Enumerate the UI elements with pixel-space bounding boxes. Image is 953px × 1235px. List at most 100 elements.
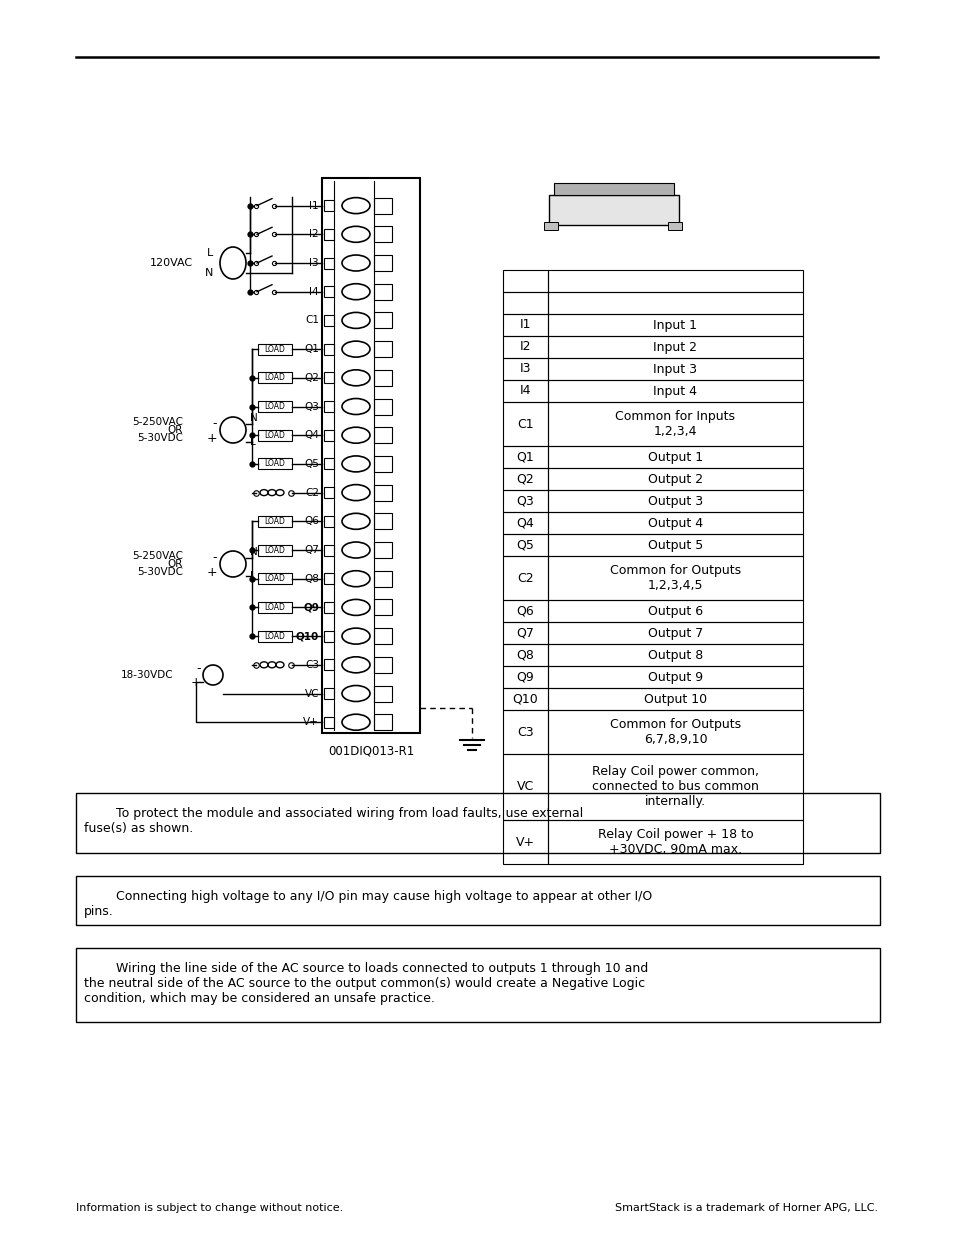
Bar [547,534,802,556]
Bar [502,513,547,534]
Text: Q6: Q6 [517,604,534,618]
Bar [374,714,392,730]
Text: Input 2: Input 2 [653,341,697,353]
Ellipse shape [341,341,370,357]
Bar [324,401,334,412]
Bar [374,284,392,300]
Bar [76,948,879,1023]
Bar [324,200,334,211]
Text: LOAD: LOAD [264,459,285,468]
Ellipse shape [341,399,370,415]
Bar [324,631,334,642]
Ellipse shape [341,456,370,472]
Bar [547,380,802,403]
Bar [257,516,292,527]
Bar [374,629,392,645]
Text: 5-30VDC: 5-30VDC [137,433,183,443]
Text: Output 3: Output 3 [647,494,702,508]
Text: LOAD: LOAD [264,631,285,641]
Bar [502,534,547,556]
Bar [324,458,334,469]
Text: Q4: Q4 [304,430,318,440]
Text: C1: C1 [517,417,534,431]
Ellipse shape [341,198,370,214]
Text: 5-250VAC: 5-250VAC [132,417,183,427]
Bar [502,600,547,622]
Bar [324,287,334,298]
Text: Input 4: Input 4 [653,384,697,398]
Text: LOAD: LOAD [264,603,285,611]
Text: Common for Outputs
6,7,8,9,10: Common for Outputs 6,7,8,9,10 [609,718,740,746]
Bar [502,755,547,820]
Bar [502,380,547,403]
Bar [374,571,392,587]
Ellipse shape [341,254,370,270]
Bar [502,666,547,688]
Text: I1: I1 [309,200,318,211]
Text: LOAD: LOAD [264,546,285,555]
Text: Q10: Q10 [512,693,537,705]
Text: 120VAC: 120VAC [150,258,193,268]
Text: Q6: Q6 [304,516,318,526]
Text: Common for Outputs
1,2,3,4,5: Common for Outputs 1,2,3,4,5 [609,564,740,592]
Text: +: + [206,431,216,445]
Bar [324,659,334,671]
Text: Output 10: Output 10 [643,693,706,705]
Text: Q9: Q9 [303,603,318,613]
Bar [554,183,673,195]
Text: I3: I3 [309,258,318,268]
Text: L: L [250,571,255,580]
Text: 001DIQ013-R1: 001DIQ013-R1 [328,745,414,757]
Bar [374,198,392,214]
Ellipse shape [341,542,370,558]
Bar [547,403,802,446]
Bar [547,468,802,490]
Bar [502,688,547,710]
Bar [502,403,547,446]
Text: Output 7: Output 7 [647,626,702,640]
Text: Relay Coil power + 18 to
+30VDC, 90mA max.: Relay Coil power + 18 to +30VDC, 90mA ma… [598,827,753,856]
Text: LOAD: LOAD [264,431,285,440]
Text: +: + [206,566,216,578]
Bar [374,226,392,242]
Bar [257,601,292,613]
Text: OR: OR [168,559,183,569]
Bar [257,343,292,354]
Ellipse shape [341,284,370,300]
Text: Q1: Q1 [517,451,534,463]
Text: Q3: Q3 [304,401,318,411]
Text: Output 1: Output 1 [647,451,702,463]
Bar [548,195,679,225]
Bar [257,458,292,469]
Text: N: N [250,547,257,557]
Bar [374,514,392,530]
Bar [324,258,334,268]
Bar [374,599,392,615]
Text: Common for Inputs
1,2,3,4: Common for Inputs 1,2,3,4 [615,410,735,438]
Text: Q2: Q2 [517,473,534,485]
Bar [543,222,558,230]
Bar [324,545,334,556]
Bar [257,545,292,556]
Text: C3: C3 [517,725,534,739]
Text: V+: V+ [516,836,535,848]
Bar [547,291,802,314]
Text: C2: C2 [305,488,318,498]
Text: N: N [250,412,257,424]
Text: N: N [204,268,213,278]
Bar [374,399,392,415]
Bar [502,490,547,513]
Text: Q9: Q9 [517,671,534,683]
Bar [502,291,547,314]
Bar [547,314,802,336]
Text: Wiring the line side of the AC source to loads connected to outputs 1 through 10: Wiring the line side of the AC source to… [84,962,648,1005]
Text: Input 1: Input 1 [653,319,697,331]
Ellipse shape [341,571,370,587]
Text: Output 5: Output 5 [647,538,702,552]
Bar [547,336,802,358]
Bar [374,341,392,357]
Ellipse shape [341,657,370,673]
Bar [374,254,392,270]
Text: I4: I4 [309,287,318,296]
Text: Q2: Q2 [304,373,318,383]
